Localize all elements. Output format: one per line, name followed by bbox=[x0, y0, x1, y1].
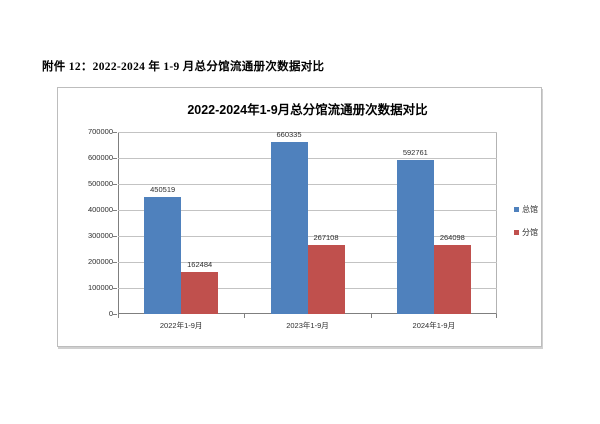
bar-总馆 bbox=[396, 159, 434, 314]
y-axis-label: 300000 bbox=[87, 231, 113, 240]
y-axis-tick bbox=[113, 183, 117, 185]
bar-分馆 bbox=[307, 244, 345, 314]
gridline bbox=[118, 183, 497, 185]
legend-item: 总馆 bbox=[514, 204, 538, 214]
legend-label: 分馆 bbox=[522, 227, 538, 237]
bar-value-label: 267108 bbox=[313, 232, 339, 242]
plot-wrap: 0 100000 200000 300000 400000 500000 600000 700… bbox=[88, 128, 497, 330]
bar-总馆 bbox=[144, 196, 182, 314]
y-axis-label: 500000 bbox=[87, 179, 113, 188]
gridline bbox=[118, 235, 497, 237]
attachment-heading: 附件 12：2022-2024 年 1-9 月总分馆流通册次数据对比 bbox=[42, 61, 325, 73]
x-axis-label: 2023年1-9月 bbox=[286, 321, 329, 330]
y-axis-tick bbox=[113, 287, 117, 289]
legend: 总馆 分馆 bbox=[514, 204, 538, 250]
bar-分馆 bbox=[181, 271, 219, 314]
y-axis-label: 700000 bbox=[87, 127, 113, 136]
bar-value-label: 162484 bbox=[187, 259, 213, 269]
legend-label: 总馆 bbox=[522, 204, 538, 214]
y-axis-label: 600000 bbox=[87, 153, 113, 162]
bar-总馆 bbox=[270, 142, 308, 314]
gridline bbox=[118, 157, 497, 159]
chart-container[interactable]: 2022-2024年1-9月总分馆流通册次数据对比 0 100000 200000 3… bbox=[57, 87, 542, 347]
y-axis-label: 400000 bbox=[87, 205, 113, 214]
bar-value-label: 264098 bbox=[439, 233, 465, 243]
x-axis-label: 2024年1-9月 bbox=[412, 321, 456, 330]
x-axis-label: 2022年1-9月 bbox=[159, 321, 203, 330]
x-axis-tick bbox=[244, 314, 246, 318]
y-axis-label: 200000 bbox=[87, 257, 113, 266]
x-axis-tick bbox=[118, 314, 119, 318]
y-axis-label: 100000 bbox=[87, 283, 113, 292]
bar-value-label: 660335 bbox=[276, 130, 302, 140]
y-axis-tick bbox=[113, 313, 117, 315]
legend-item: 分馆 bbox=[514, 227, 538, 237]
bar-value-label: 450519 bbox=[150, 184, 176, 194]
bar-分馆 bbox=[433, 245, 471, 314]
y-axis-tick bbox=[113, 235, 117, 237]
legend-swatch bbox=[514, 229, 519, 235]
chart-title: 2022-2024年1-9月总分馆流通册次数据对比 bbox=[187, 103, 428, 117]
bar-value-label: 592761 bbox=[402, 147, 428, 157]
y-axis-tick bbox=[113, 131, 117, 133]
x-axis-tick bbox=[370, 314, 372, 318]
gridline bbox=[118, 209, 497, 211]
x-axis-tick bbox=[496, 314, 497, 318]
y-axis-tick bbox=[113, 157, 117, 159]
y-axis-tick bbox=[113, 261, 117, 263]
legend-swatch bbox=[514, 206, 519, 212]
y-axis-label: 0 bbox=[108, 309, 113, 318]
gridline bbox=[118, 131, 497, 133]
y-axis-tick bbox=[113, 209, 117, 211]
